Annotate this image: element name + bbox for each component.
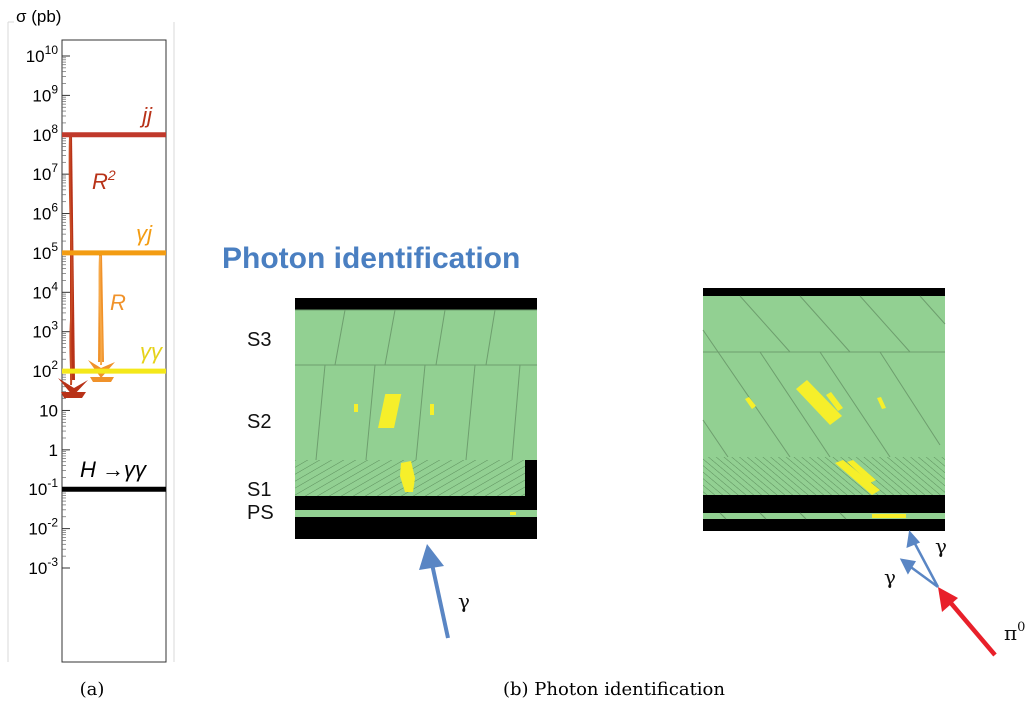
process-label: γj	[136, 221, 153, 246]
detector-pion-decay	[702, 288, 946, 531]
y-tick-label: 10	[39, 401, 58, 420]
decay-photon-label-2: γ	[884, 565, 896, 589]
process-label: γγ	[140, 339, 164, 364]
y-tick-label: 10-1	[28, 476, 58, 499]
r-label: R	[110, 290, 126, 315]
y-tick-label: 105	[32, 240, 58, 263]
process-lines: jj γj γγ H →γγ	[62, 103, 166, 492]
plot-frame	[61, 39, 167, 663]
y-tick-label: 10-2	[28, 516, 58, 539]
detector-single-photon	[295, 298, 537, 539]
r2-label: R2	[92, 167, 116, 194]
layer-label-s1: S1	[247, 479, 271, 501]
caption-a: (a)	[80, 679, 105, 700]
caption-b: (b) Photon identification	[503, 679, 725, 700]
y-tick-label: 1	[49, 441, 58, 460]
y-tick-label: 107	[32, 161, 58, 184]
y-tick-label: 103	[32, 319, 58, 342]
layer-label-ps: PS	[247, 502, 274, 524]
process-label: jj	[139, 103, 153, 128]
panel-heading: Photon identification	[222, 242, 520, 275]
y-axis-label: σ (pb)	[16, 7, 61, 26]
y-tick-label: 104	[32, 279, 58, 302]
decay-photon-label-1: γ	[935, 534, 947, 558]
incoming-photon-arrow	[419, 544, 450, 639]
rejection-arrow-r2	[58, 134, 88, 398]
decay-photon-arrows	[899, 530, 940, 589]
pion-arrow	[938, 587, 997, 657]
photon-identification-panel: Photon identification S3 S2 S1 PS	[222, 242, 1025, 700]
y-tick-label: 106	[32, 201, 58, 224]
layer-label-s3: S3	[247, 329, 271, 351]
layer-label-s2: S2	[247, 411, 271, 433]
y-tick-label: 109	[32, 82, 58, 105]
photon-label: γ	[458, 589, 470, 613]
pion-label: π0	[1004, 620, 1025, 645]
y-tick-label: 1010	[26, 43, 59, 66]
deposit-s2	[378, 394, 402, 428]
y-tick-label: 102	[32, 358, 58, 381]
y-axis-ticks: 1 10 10-1 10-2 10-3 102 103 104 105 106 107 108 109 1…	[26, 43, 70, 578]
cross-section-panel: σ (pb) 1 10 10-1 10-2 10-3 102 103 104 105 106 107…	[7, 7, 175, 700]
rejection-arrow-r	[88, 254, 115, 382]
process-label: H →γγ	[80, 457, 148, 482]
y-tick-label: 10-3	[28, 555, 58, 578]
y-tick-label: 108	[32, 122, 58, 145]
